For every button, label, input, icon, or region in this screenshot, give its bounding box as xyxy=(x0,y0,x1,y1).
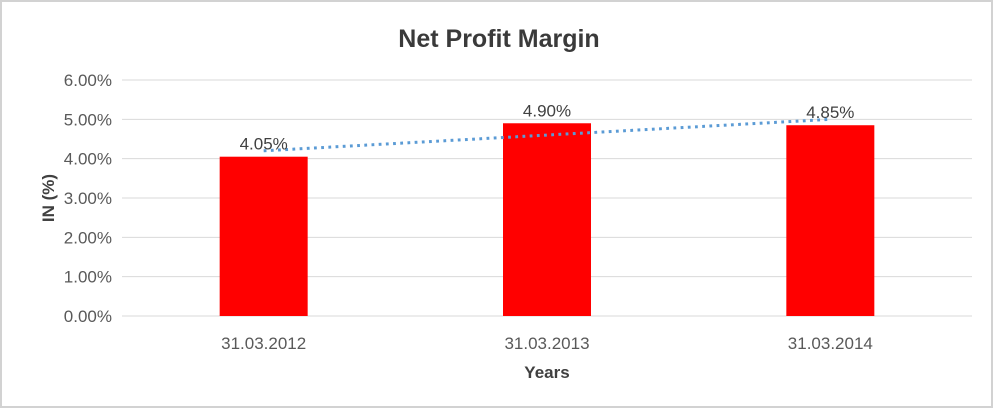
trendline xyxy=(263,117,831,153)
y-tick-label: 3.00% xyxy=(64,189,112,208)
y-tick-label: 0.00% xyxy=(64,307,112,326)
bar xyxy=(786,125,875,316)
x-axis-title: Years xyxy=(524,363,569,382)
category-label: 31.03.2012 xyxy=(221,334,306,353)
bar xyxy=(503,123,591,317)
y-tick-label: 1.00% xyxy=(64,268,112,287)
y-tick-label: 2.00% xyxy=(64,228,112,247)
chart-title: Net Profit Margin xyxy=(398,25,599,53)
category-label: 31.03.2013 xyxy=(504,334,589,353)
data-label: 4.90% xyxy=(523,101,571,120)
y-axis-title: IN (%) xyxy=(39,174,58,222)
y-tick-label: 6.00% xyxy=(64,71,112,90)
y-tick-label: 5.00% xyxy=(64,110,112,129)
y-tick-label: 4.00% xyxy=(64,150,112,169)
category-label: 31.03.2014 xyxy=(788,334,873,353)
data-label: 4.05% xyxy=(240,135,288,154)
data-label: 4.85% xyxy=(806,103,854,122)
bar xyxy=(219,156,308,316)
